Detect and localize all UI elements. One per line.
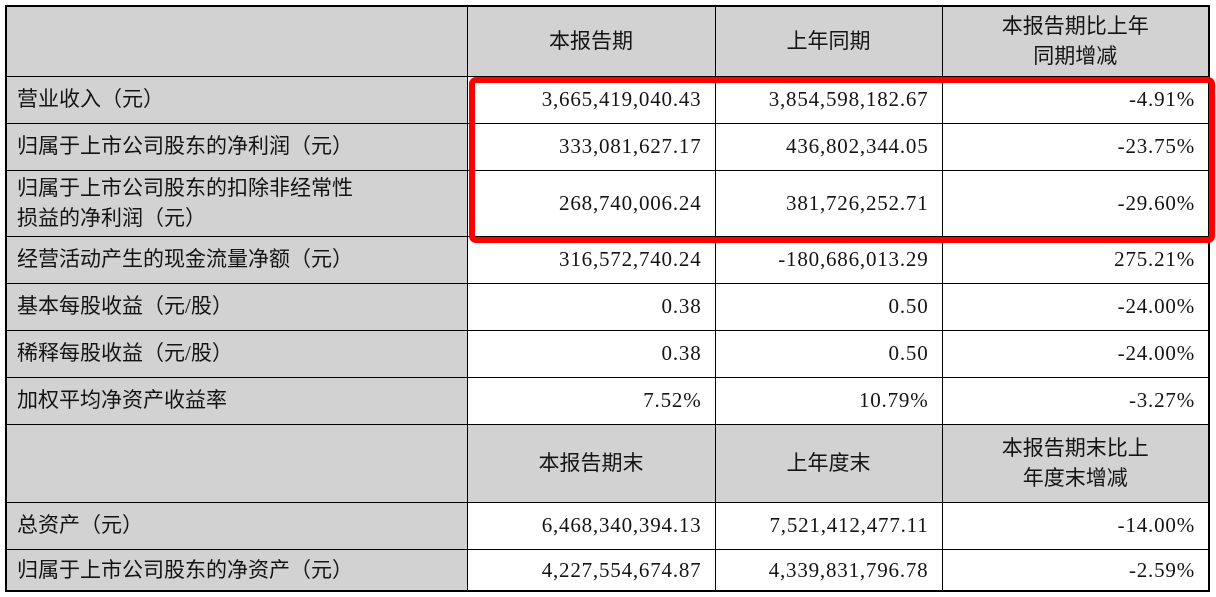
corner-cell (5, 5, 468, 77)
col-header-period-end: 本报告期末 (466, 423, 716, 503)
metric-label: 加权平均净资产收益率 (5, 376, 468, 425)
value-change: -29.60% (941, 169, 1210, 237)
value-current: 0.38 (466, 329, 716, 378)
value-prior: 381,726,252.71 (714, 169, 943, 237)
financial-summary-table: 本报告期 上年同期 本报告期比上年 同期增减 营业收入（元） 3,665,419… (5, 5, 1210, 592)
metric-label: 基本每股收益（元/股） (5, 282, 468, 331)
row-basic-eps: 基本每股收益（元/股） 0.38 0.50 -24.00% (5, 282, 1210, 331)
value-prior: 436,802,344.05 (714, 122, 943, 171)
header-row-period-end: 本报告期末 上年度末 本报告期末比上 年度末增减 (5, 423, 1210, 503)
metric-label: 稀释每股收益（元/股） (5, 329, 468, 378)
row-net-assets: 归属于上市公司股东的净资产（元） 4,227,554,674.87 4,339,… (5, 548, 1210, 592)
corner-cell-2 (5, 423, 468, 503)
col-header-end-change: 本报告期末比上 年度末增减 (941, 423, 1210, 503)
value-change: -4.91% (941, 75, 1210, 124)
row-operating-cash-flow: 经营活动产生的现金流量净额（元） 316,572,740.24 -180,686… (5, 235, 1210, 284)
value-current: 3,665,419,040.43 (466, 75, 716, 124)
value-current: 333,081,627.17 (466, 122, 716, 171)
metric-label: 归属于上市公司股东的净资产（元） (5, 548, 468, 592)
col-header-prior-year-end: 上年度末 (714, 423, 943, 503)
value-change: -3.27% (941, 376, 1210, 425)
row-net-profit: 归属于上市公司股东的净利润（元） 333,081,627.17 436,802,… (5, 122, 1210, 171)
value-current: 4,227,554,674.87 (466, 548, 716, 592)
value-prior: 0.50 (714, 282, 943, 331)
value-prior: 7,521,412,477.11 (714, 501, 943, 550)
row-diluted-eps: 稀释每股收益（元/股） 0.38 0.50 -24.00% (5, 329, 1210, 378)
header-row-period: 本报告期 上年同期 本报告期比上年 同期增减 (5, 5, 1210, 77)
row-revenue: 营业收入（元） 3,665,419,040.43 3,854,598,182.6… (5, 75, 1210, 124)
metric-label: 总资产（元） (5, 501, 468, 550)
row-weighted-avg-roe: 加权平均净资产收益率 7.52% 10.79% -3.27% (5, 376, 1210, 425)
value-change: -23.75% (941, 122, 1210, 171)
col-header-current-period: 本报告期 (466, 5, 716, 77)
value-current: 268,740,006.24 (466, 169, 716, 237)
value-change: 275.21% (941, 235, 1210, 284)
value-prior: -180,686,013.29 (714, 235, 943, 284)
metric-label: 经营活动产生的现金流量净额（元） (5, 235, 468, 284)
value-prior: 3,854,598,182.67 (714, 75, 943, 124)
value-current: 7.52% (466, 376, 716, 425)
metric-label: 归属于上市公司股东的扣除非经常性 损益的净利润（元） (5, 169, 468, 237)
col-header-period-change: 本报告期比上年 同期增减 (941, 5, 1210, 77)
metric-label: 归属于上市公司股东的净利润（元） (5, 122, 468, 171)
value-change: -24.00% (941, 282, 1210, 331)
value-current: 316,572,740.24 (466, 235, 716, 284)
value-prior: 10.79% (714, 376, 943, 425)
value-prior: 0.50 (714, 329, 943, 378)
value-change: -14.00% (941, 501, 1210, 550)
metric-label: 营业收入（元） (5, 75, 468, 124)
row-total-assets: 总资产（元） 6,468,340,394.13 7,521,412,477.11… (5, 501, 1210, 550)
value-prior: 4,339,831,796.78 (714, 548, 943, 592)
value-current: 0.38 (466, 282, 716, 331)
value-change: -2.59% (941, 548, 1210, 592)
row-net-profit-excl-nonrecurring: 归属于上市公司股东的扣除非经常性 损益的净利润（元） 268,740,006.2… (5, 169, 1210, 237)
col-header-prior-period: 上年同期 (714, 5, 943, 77)
value-current: 6,468,340,394.13 (466, 501, 716, 550)
value-change: -24.00% (941, 329, 1210, 378)
